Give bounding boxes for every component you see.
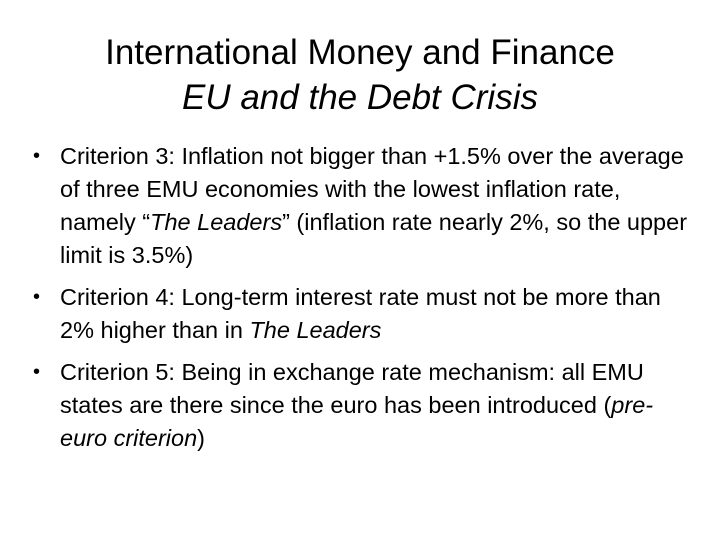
bullet-criterion-3: • Criterion 3: Inflation not bigger than… [33, 140, 698, 272]
bullet-icon: • [33, 361, 41, 383]
bullet-icon: • [33, 286, 41, 308]
bullet-list: • Criterion 3: Inflation not bigger than… [33, 140, 698, 464]
bullet-text: Criterion 4: Long-term interest rate mus… [60, 284, 661, 343]
bullet-text-end: ” (inflation rate nearly 2%, so the uppe… [60, 209, 688, 268]
bullet-emphasis: The Leaders [150, 209, 283, 235]
bullet-text-end: ) [197, 425, 205, 451]
bullet-emphasis: pre-euro criterion [60, 392, 654, 451]
bullet-criterion-5: • Criterion 5: Being in exchange rate me… [33, 356, 698, 455]
title-subtitle: EU and the Debt Crisis [182, 78, 538, 117]
bullet-text: Criterion 3: Inflation not bigger than +… [60, 143, 684, 235]
bullet-emphasis: The Leaders [249, 317, 382, 343]
bullet-criterion-4: • Criterion 4: Long-term interest rate m… [33, 281, 698, 347]
bullet-icon: • [33, 145, 41, 167]
slide-title: International Money and Finance EU and t… [0, 30, 720, 120]
bullet-text: Criterion 5: Being in exchange rate mech… [60, 359, 644, 418]
title-main: International Money and Finance [105, 33, 615, 72]
